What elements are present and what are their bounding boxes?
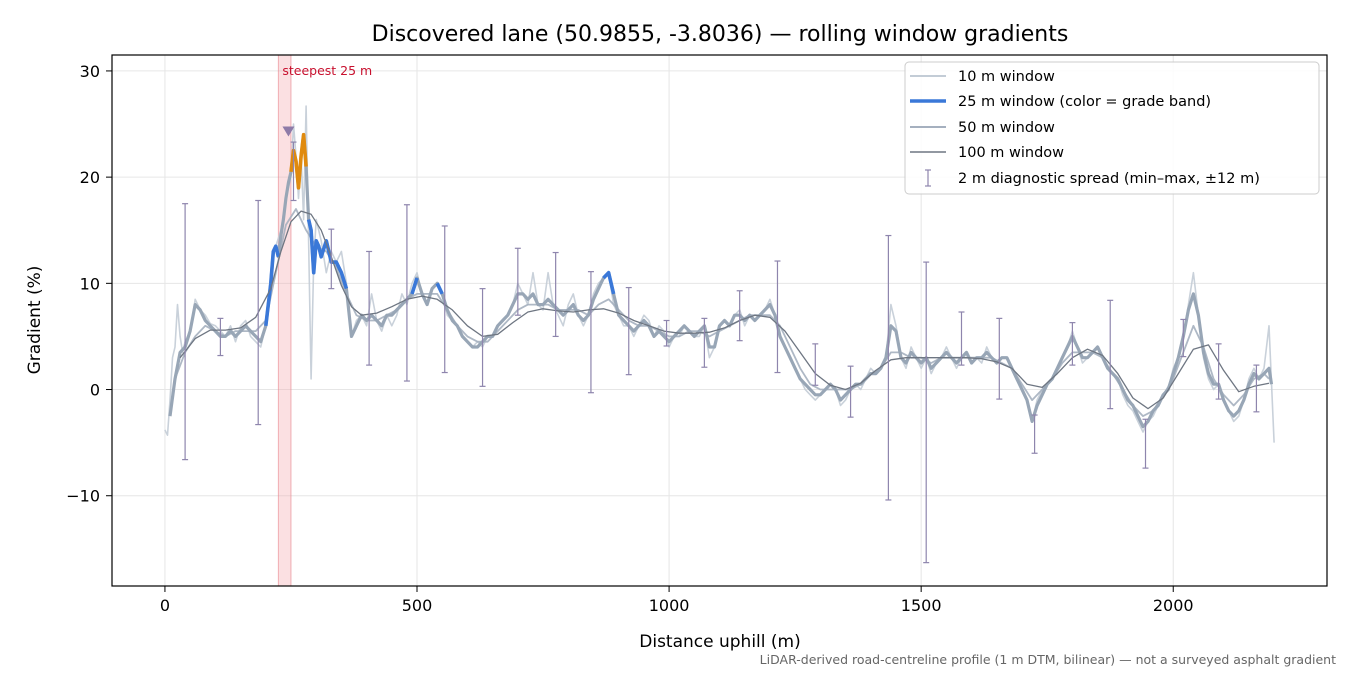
error-bar-20: [923, 261, 930, 564]
legend-label-50m: 50 m window: [958, 120, 1055, 136]
x-tick-label-1: 500: [402, 596, 433, 615]
error-bar-17: [812, 343, 819, 386]
legend-box: [904, 61, 1320, 195]
y-tick-label-3: 20: [80, 168, 100, 187]
series-line-3: [179, 210, 1270, 410]
grade-band-segment-steep-3: [435, 282, 444, 295]
error-bar-6: [403, 204, 410, 382]
y-tick-label-1: 0: [90, 381, 100, 400]
legend: 10 m window 25 m window (color = grade b…: [904, 61, 1320, 195]
error-bar-18: [847, 365, 854, 418]
grade-band-segment-steep-2: [410, 277, 419, 295]
legend-label-100m: 100 m window: [958, 145, 1064, 161]
error-bar-2: [255, 199, 262, 426]
error-bar-27: [1180, 318, 1187, 358]
error-bar-4: [328, 228, 335, 290]
grade-band-segment-steep-4: [602, 270, 616, 295]
legend-swatch-error-bar: [925, 169, 931, 187]
error-bar-7: [441, 225, 448, 374]
footnote: LiDAR-derived road-centreline profile (1…: [760, 652, 1336, 667]
error-bar-21: [958, 311, 965, 366]
error-bar-26: [1142, 418, 1149, 469]
error-bar-16: [774, 260, 781, 374]
legend-label-25m: 25 m window (color = grade band): [958, 94, 1211, 110]
x-axis-ticks: 0 500 1000 1500 2000: [160, 586, 1194, 615]
legend-label-10m: 10 m window: [958, 69, 1055, 85]
error-bar-15: [736, 290, 743, 342]
y-axis-ticks: −10 0 10 20 30: [66, 62, 112, 506]
error-bar-24: [1069, 322, 1076, 366]
y-tick-label-2: 10: [80, 274, 100, 293]
steepest-marker: [282, 126, 295, 137]
error-bar-5: [366, 250, 373, 366]
x-tick-label-3: 1500: [901, 596, 942, 615]
error-bar-8: [479, 288, 486, 387]
chart-title: Discovered lane (50.9855, -3.8036) — rol…: [372, 22, 1069, 47]
error-bar-28: [1215, 343, 1222, 400]
error-bar-10: [552, 251, 559, 338]
x-tick-label-2: 1000: [649, 596, 690, 615]
error-bar-29: [1253, 364, 1260, 413]
error-bar-layer: [182, 141, 1260, 564]
error-bar-3: [290, 141, 297, 202]
x-axis-label: Distance uphill (m): [639, 632, 800, 652]
error-bar-13: [663, 319, 670, 347]
plot-frame: [111, 54, 1328, 587]
error-bar-23: [1031, 414, 1038, 454]
error-bar-12: [625, 286, 632, 376]
grade-band-segment-steep-0: [264, 244, 281, 327]
error-bar-22: [996, 317, 1003, 400]
y-tick-label-4: 30: [80, 62, 100, 81]
grade-band-segment-steep-1: [306, 219, 349, 290]
error-bar-25: [1107, 299, 1114, 410]
series-line-2: [174, 208, 1270, 417]
y-axis-label: Gradient (%): [25, 266, 45, 375]
y-tick-label-0: −10: [66, 487, 100, 506]
legend-label-error-bar: 2 m diagnostic spread (min–max, ±12 m): [958, 171, 1260, 187]
x-tick-label-0: 0: [160, 596, 170, 615]
error-bar-11: [587, 271, 594, 394]
error-bar-9: [514, 247, 521, 316]
error-bar-14: [701, 317, 708, 368]
error-bar-1: [217, 317, 224, 357]
x-tick-label-4: 2000: [1153, 596, 1194, 615]
error-bar-19: [885, 234, 892, 501]
steepest-band-label: steepest 25 m: [282, 63, 372, 78]
error-bar-0: [182, 203, 189, 461]
marker-layer: [282, 126, 295, 137]
